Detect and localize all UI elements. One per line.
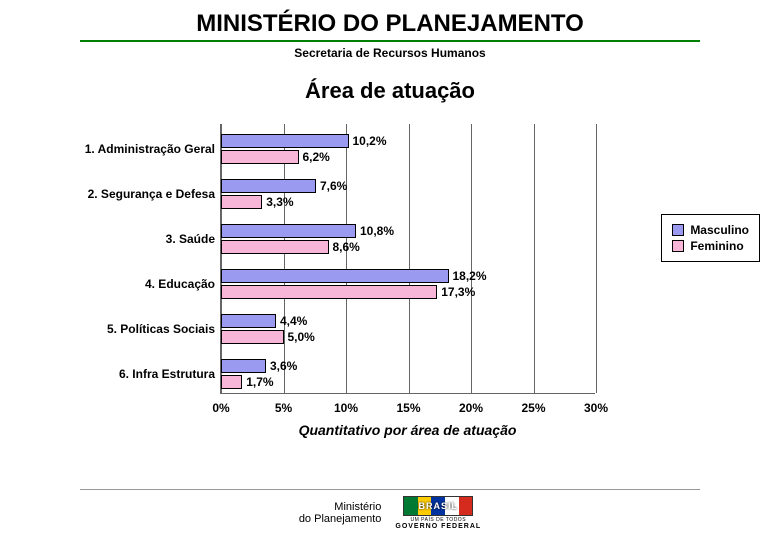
grid-line bbox=[409, 124, 410, 393]
bar-masculino bbox=[221, 134, 349, 148]
bar-masculino bbox=[221, 314, 276, 328]
value-label: 1,7% bbox=[246, 375, 273, 389]
value-label: 17,3% bbox=[441, 285, 475, 299]
section-title: Área de atuação bbox=[0, 78, 780, 104]
flag-segment bbox=[418, 497, 432, 515]
bar-feminino bbox=[221, 195, 262, 209]
grid-line bbox=[284, 124, 285, 393]
value-label: 8,6% bbox=[333, 240, 360, 254]
value-label: 4,4% bbox=[280, 314, 307, 328]
value-label: 10,2% bbox=[353, 134, 387, 148]
flag-segment bbox=[459, 497, 473, 515]
header: MINISTÉRIO DO PLANEJAMENTO Secretaria de… bbox=[0, 0, 780, 60]
plot-area: 0%5%10%15%20%25%30%1. Administração Gera… bbox=[220, 124, 595, 394]
value-label: 6,2% bbox=[303, 150, 330, 164]
x-tick-label: 20% bbox=[459, 401, 483, 415]
x-tick-label: 15% bbox=[396, 401, 420, 415]
bar-feminino bbox=[221, 150, 299, 164]
chart: 0% 5% 10% 15% 20% 25% 30% 1. Administração Gera… bbox=[20, 114, 760, 444]
category-label: 3. Saúde bbox=[166, 232, 215, 246]
footer-ministry-l1: Ministério bbox=[299, 501, 382, 513]
x-tick-label: 10% bbox=[334, 401, 358, 415]
category-label: 6. Infra Estrutura bbox=[119, 367, 215, 381]
flag-segment bbox=[431, 497, 445, 515]
bar-masculino bbox=[221, 269, 449, 283]
grid-line bbox=[471, 124, 472, 393]
brasil-flag-icon bbox=[403, 496, 473, 516]
value-label: 7,6% bbox=[320, 179, 347, 193]
value-label: 10,8% bbox=[360, 224, 394, 238]
value-label: 18,2% bbox=[453, 269, 487, 283]
bar-masculino bbox=[221, 359, 266, 373]
bar-feminino bbox=[221, 285, 437, 299]
footer: Ministério do Planejamento UM PAÍS DE TO… bbox=[80, 489, 700, 530]
x-axis-title: Quantitativo por área de atuação bbox=[220, 422, 595, 438]
x-tick-label: 30% bbox=[584, 401, 608, 415]
grid-line bbox=[221, 124, 222, 393]
legend-swatch-f bbox=[672, 240, 684, 252]
bar-masculino bbox=[221, 224, 356, 238]
bar-feminino bbox=[221, 240, 329, 254]
bar-masculino bbox=[221, 179, 316, 193]
value-label: 3,6% bbox=[270, 359, 297, 373]
sub-title: Secretaria de Recursos Humanos bbox=[0, 46, 780, 60]
legend-label-f: Feminino bbox=[690, 239, 743, 253]
legend-label-m: Masculino bbox=[690, 223, 749, 237]
category-label: 4. Educação bbox=[145, 277, 215, 291]
x-tick-label: 25% bbox=[521, 401, 545, 415]
footer-ministry: Ministério do Planejamento bbox=[299, 501, 382, 525]
legend-item-f: Feminino bbox=[672, 239, 749, 253]
footer-logo: UM PAÍS DE TODOS GOVERNO FEDERAL bbox=[395, 496, 481, 530]
legend-swatch-m bbox=[672, 224, 684, 236]
category-label: 2. Segurança e Defesa bbox=[88, 187, 215, 201]
value-label: 3,3% bbox=[266, 195, 293, 209]
category-label: 1. Administração Geral bbox=[85, 142, 215, 156]
bar-feminino bbox=[221, 375, 242, 389]
x-tick-label: 0% bbox=[212, 401, 229, 415]
grid-line bbox=[534, 124, 535, 393]
legend: Masculino Feminino bbox=[661, 214, 760, 262]
grid-line bbox=[346, 124, 347, 393]
footer-ministry-l2: do Planejamento bbox=[299, 513, 382, 525]
grid-line bbox=[596, 124, 597, 393]
bar-feminino bbox=[221, 330, 284, 344]
category-label: 5. Políticas Sociais bbox=[107, 322, 215, 336]
x-tick-label: 5% bbox=[275, 401, 292, 415]
value-label: 5,0% bbox=[288, 330, 315, 344]
legend-item-m: Masculino bbox=[672, 223, 749, 237]
flag-segment bbox=[404, 497, 418, 515]
main-title: MINISTÉRIO DO PLANEJAMENTO bbox=[80, 10, 700, 42]
flag-segment bbox=[445, 497, 459, 515]
footer-flag-sub2: GOVERNO FEDERAL bbox=[395, 523, 481, 530]
